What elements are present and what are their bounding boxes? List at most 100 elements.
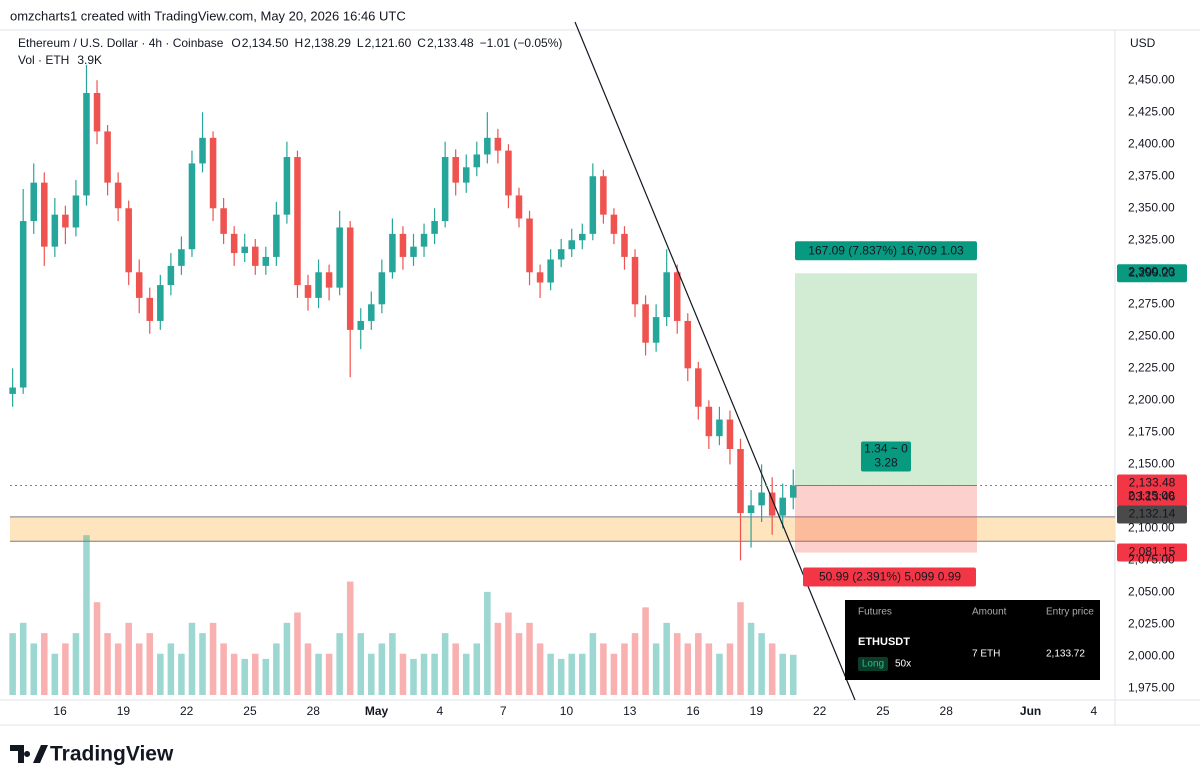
volume-bar bbox=[230, 653, 238, 695]
panel-entry: 2,133.72 bbox=[1046, 649, 1085, 660]
ratio-bg bbox=[861, 441, 912, 472]
x-tick-label: 4 bbox=[437, 704, 444, 718]
candle-body bbox=[251, 246, 259, 266]
volume-bar bbox=[621, 643, 628, 695]
candle-body bbox=[441, 157, 449, 222]
volume-bar bbox=[178, 653, 185, 695]
panel-header: Amount bbox=[972, 607, 1007, 618]
volume-bar bbox=[526, 622, 533, 695]
volume-bar bbox=[199, 633, 206, 695]
volume-bar bbox=[167, 643, 175, 695]
volume-bar bbox=[93, 602, 101, 695]
candle-body bbox=[505, 150, 512, 196]
candle-body bbox=[30, 182, 38, 222]
volume-bar bbox=[251, 653, 259, 695]
candle-body bbox=[473, 154, 481, 168]
volume-bar bbox=[441, 633, 449, 695]
candle-body bbox=[600, 176, 607, 215]
candle-body bbox=[789, 485, 797, 498]
candle-body bbox=[536, 272, 544, 283]
candle-body bbox=[346, 227, 354, 330]
loss-area bbox=[795, 485, 977, 553]
candle-body bbox=[273, 214, 280, 257]
panel-amount: 7 ETH bbox=[972, 649, 1000, 660]
y-tick-label: 2,250.00 bbox=[1128, 328, 1175, 342]
candle-body bbox=[747, 505, 755, 514]
x-tick-label: Jun bbox=[1020, 704, 1041, 718]
y-tick-label: 2,175.00 bbox=[1128, 425, 1175, 439]
candle-body bbox=[315, 272, 322, 298]
candle-body bbox=[72, 195, 80, 228]
volume-bar bbox=[72, 633, 80, 695]
candle-body bbox=[547, 259, 554, 283]
volume-bar bbox=[515, 633, 523, 695]
y-tick-label: 2,000.00 bbox=[1128, 649, 1175, 663]
x-tick-label: 25 bbox=[243, 704, 257, 718]
volume-bar bbox=[705, 643, 713, 695]
y-tick-label: 2,450.00 bbox=[1128, 72, 1175, 86]
x-tick-label: 22 bbox=[180, 704, 194, 718]
volume-bar bbox=[220, 643, 227, 695]
volume-bar bbox=[294, 612, 301, 695]
candle-body bbox=[262, 256, 270, 266]
candle-body bbox=[135, 272, 143, 298]
volume-bar bbox=[125, 622, 132, 695]
candle-body bbox=[652, 317, 660, 343]
volume-bar bbox=[673, 633, 681, 695]
x-tick-label: 16 bbox=[53, 704, 67, 718]
volume-bar bbox=[157, 653, 164, 695]
x-tick-label: May bbox=[365, 704, 389, 718]
candle-body bbox=[389, 233, 396, 273]
ratio-2: 3.28 bbox=[874, 456, 898, 470]
volume-bar bbox=[779, 653, 786, 695]
candle-body bbox=[557, 249, 565, 260]
y-tick-label: 2,300.00 bbox=[1128, 264, 1175, 278]
x-tick-label: 25 bbox=[876, 704, 890, 718]
y-tick-label: 1,975.00 bbox=[1128, 681, 1175, 695]
line-price-tag-bg bbox=[1117, 505, 1187, 524]
y-tick-label: 2,025.00 bbox=[1128, 617, 1175, 631]
volume-bar bbox=[589, 633, 597, 695]
candle-body bbox=[684, 320, 692, 369]
panel-leverage: 50x bbox=[895, 659, 911, 670]
candle-body bbox=[357, 320, 365, 330]
currency: USD bbox=[1130, 36, 1156, 50]
volume-bar bbox=[652, 643, 660, 695]
candle-body bbox=[399, 233, 407, 257]
volume-bar bbox=[557, 658, 565, 695]
x-tick-label: 4 bbox=[1091, 704, 1098, 718]
candle-body bbox=[452, 157, 459, 183]
change: −1.01 (−0.05%) bbox=[480, 36, 563, 50]
volume-bar bbox=[747, 622, 755, 695]
candle-body bbox=[83, 92, 90, 196]
candle-body bbox=[114, 182, 122, 209]
symbol-title: Ethereum / U.S. Dollar · 4h · Coinbase bbox=[18, 36, 224, 50]
candle-body bbox=[188, 163, 196, 250]
ohlc-key: L bbox=[357, 36, 364, 50]
last-price-tag: 2,133.48 bbox=[1129, 476, 1176, 490]
volume-bar bbox=[431, 653, 438, 695]
volume-bar bbox=[536, 643, 544, 695]
y-tick-label: 2,150.00 bbox=[1128, 457, 1175, 471]
candle-body bbox=[93, 92, 101, 132]
panel-side: Long bbox=[862, 659, 884, 670]
ohlc-value: 2,121.60 bbox=[365, 36, 412, 50]
y-tick-label: 2,400.00 bbox=[1128, 136, 1175, 150]
volume-bar bbox=[473, 643, 481, 695]
candle-body bbox=[62, 214, 69, 228]
volume-bar bbox=[389, 633, 396, 695]
candle-body bbox=[241, 246, 248, 254]
candle-body bbox=[19, 221, 27, 388]
volume-bar bbox=[768, 643, 776, 695]
volume-label: 3.9K bbox=[77, 53, 102, 67]
volume-bar bbox=[642, 607, 649, 695]
brand-logo: TradingView bbox=[10, 743, 174, 766]
target-label: 167.09 (7.837%) 16,709 1.03 bbox=[808, 243, 964, 257]
volume-bar bbox=[737, 602, 744, 695]
y-tick-label: 2,125.00 bbox=[1128, 489, 1175, 503]
candle-body bbox=[779, 497, 786, 516]
volume-bar bbox=[726, 643, 734, 695]
candle-body bbox=[526, 218, 533, 273]
ohlc-value: 2,138.29 bbox=[304, 36, 351, 50]
